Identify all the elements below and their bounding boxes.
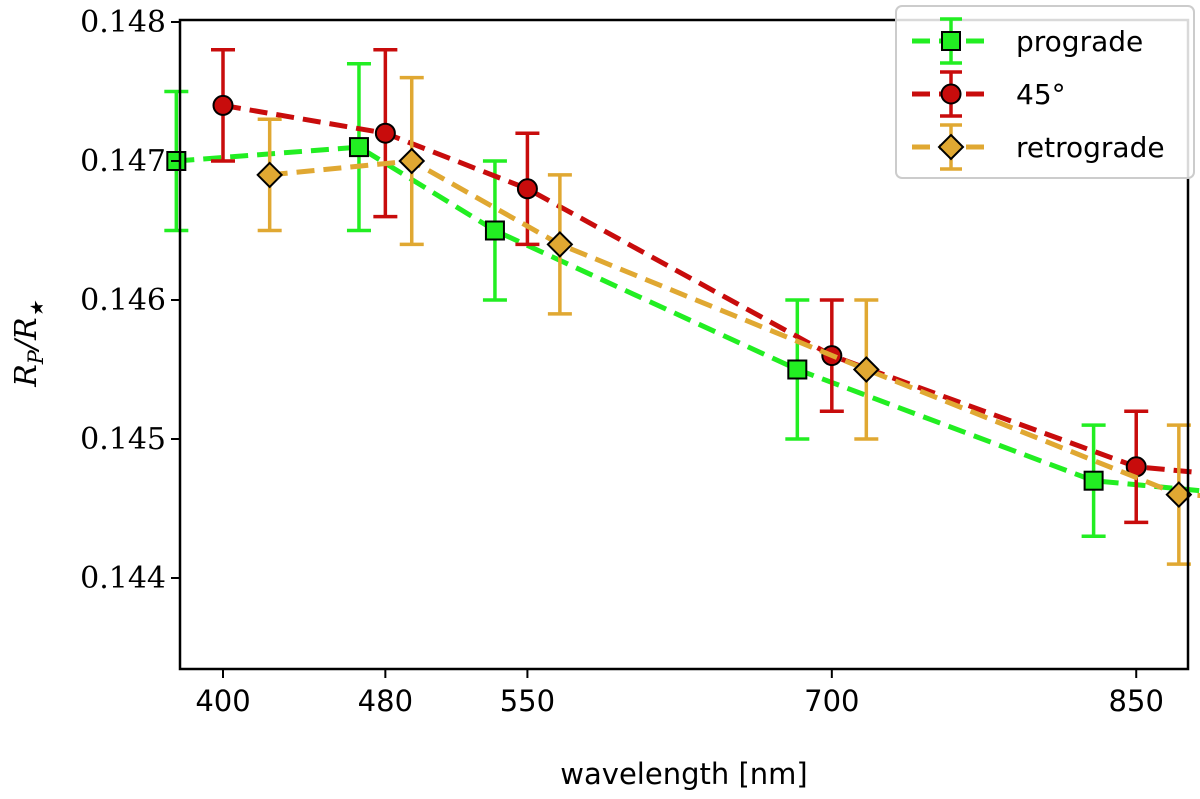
data-point [398, 147, 426, 175]
data-point [546, 230, 574, 258]
x-tick-label: 550 [500, 684, 555, 718]
data-point [787, 359, 808, 380]
y-tick-label: 0.146 [80, 283, 166, 318]
x-tick-label: 480 [358, 684, 413, 718]
data-point [374, 122, 396, 144]
legend-box [895, 5, 1195, 179]
y-tick-label: 0.145 [80, 422, 166, 457]
x-tick-label: 850 [1109, 684, 1164, 718]
series-line [176, 144, 1200, 494]
data-point [852, 356, 880, 383]
y-tick-label: 0.144 [80, 561, 166, 596]
data-point [256, 161, 284, 189]
x-tick-label: 700 [804, 684, 859, 718]
axes-frame [178, 18, 1190, 671]
y-axis-label: RP/R★ [9, 300, 48, 387]
legend-label: 45° [1016, 78, 1066, 111]
legend: prograde 45° retrograde [895, 5, 1195, 179]
legend-marker [937, 133, 965, 161]
legend-label: prograde [1016, 25, 1143, 58]
data-point [212, 94, 234, 116]
legend-marker [941, 31, 961, 51]
plot-area [164, 48, 1200, 566]
legend-entry: prograde [912, 17, 1143, 65]
x-axis-label: wavelength [nm] [560, 757, 807, 791]
series-3 [256, 75, 1200, 566]
legend-entry: 45° [912, 70, 1066, 118]
data-point [516, 178, 538, 200]
y-tick-label: 0.148 [80, 5, 166, 40]
data-point [348, 137, 369, 158]
x-tick-label: 400 [195, 684, 250, 718]
y-tick-label: 0.147 [80, 144, 166, 179]
data-point [484, 220, 505, 241]
legend-marker [940, 83, 962, 105]
data-point [1083, 470, 1104, 491]
axes: 0.144 0.145 0.146 0.147 0.148 400 480 550 700 850… [9, 5, 1190, 791]
legend-entry: retrograde [912, 123, 1165, 171]
legend-label: retrograde [1016, 131, 1165, 164]
series-line [269, 158, 1200, 499]
series-1 [164, 61, 1200, 539]
